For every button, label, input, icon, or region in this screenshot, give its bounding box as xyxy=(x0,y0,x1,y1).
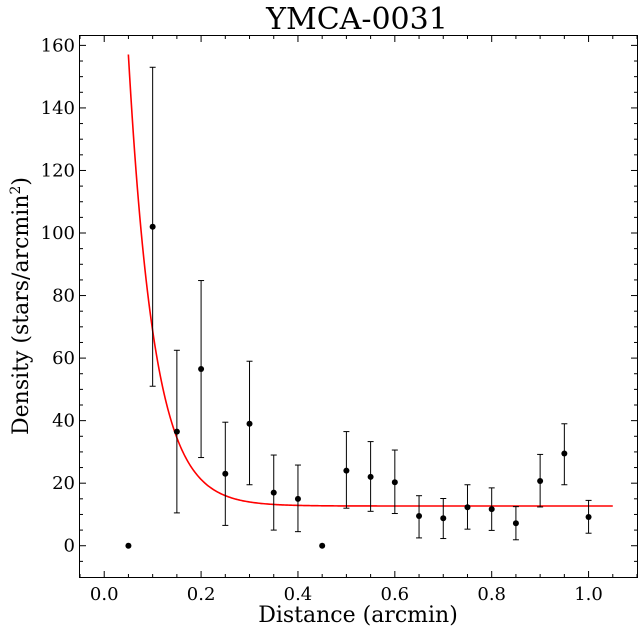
x-tick-label: 1.0 xyxy=(574,584,603,605)
data-point xyxy=(198,366,205,373)
x-axis: 0.0 0.2 0.4 0.6 0.8 1.0 xyxy=(79,36,638,605)
y-axis-label-end: ) xyxy=(9,177,34,186)
data-point xyxy=(294,495,301,502)
y-tick-label: 80 xyxy=(52,286,75,307)
data-point xyxy=(319,542,326,549)
y-axis-label: Density (stars/arcmin2) xyxy=(8,177,34,435)
x-tick-label: 0.8 xyxy=(477,584,506,605)
data-point xyxy=(222,470,229,477)
data-point xyxy=(416,513,423,520)
data-point xyxy=(246,420,253,427)
data-point xyxy=(488,506,495,513)
y-tick-label: 140 xyxy=(41,98,75,119)
y-tick-label: 20 xyxy=(52,473,75,494)
y-axis: 0 20 40 60 80 100 120 140 160 xyxy=(41,35,637,562)
data-point xyxy=(391,479,398,486)
x-tick-label: 0.0 xyxy=(90,584,119,605)
y-tick-label: 120 xyxy=(41,160,75,181)
data-point xyxy=(512,520,519,527)
data-points xyxy=(125,66,592,549)
y-tick-label: 0 xyxy=(64,536,75,557)
data-point xyxy=(537,477,544,484)
x-tick-label: 0.2 xyxy=(187,584,216,605)
y-tick-label: 100 xyxy=(41,223,75,244)
chart-title: YMCA-0031 xyxy=(265,2,448,37)
data-point xyxy=(561,450,568,457)
y-tick-label: 60 xyxy=(52,348,75,369)
data-point xyxy=(367,473,374,480)
data-point xyxy=(464,504,471,511)
y-axis-label-superscript: 2 xyxy=(8,186,24,195)
x-tick-label: 0.6 xyxy=(381,584,410,605)
y-axis-label-main: Density (stars/arcmin xyxy=(9,195,34,436)
data-point xyxy=(440,515,447,522)
data-point xyxy=(270,489,277,496)
data-point xyxy=(173,428,180,435)
x-tick-label: 0.4 xyxy=(284,584,313,605)
plot-frame xyxy=(79,35,638,578)
x-axis-label: Distance (arcmin) xyxy=(258,603,458,628)
data-point xyxy=(149,223,156,230)
data-point xyxy=(343,467,350,474)
data-point xyxy=(125,542,132,549)
y-tick-label: 40 xyxy=(52,411,75,432)
data-point xyxy=(585,513,592,520)
y-tick-label: 160 xyxy=(41,35,75,56)
